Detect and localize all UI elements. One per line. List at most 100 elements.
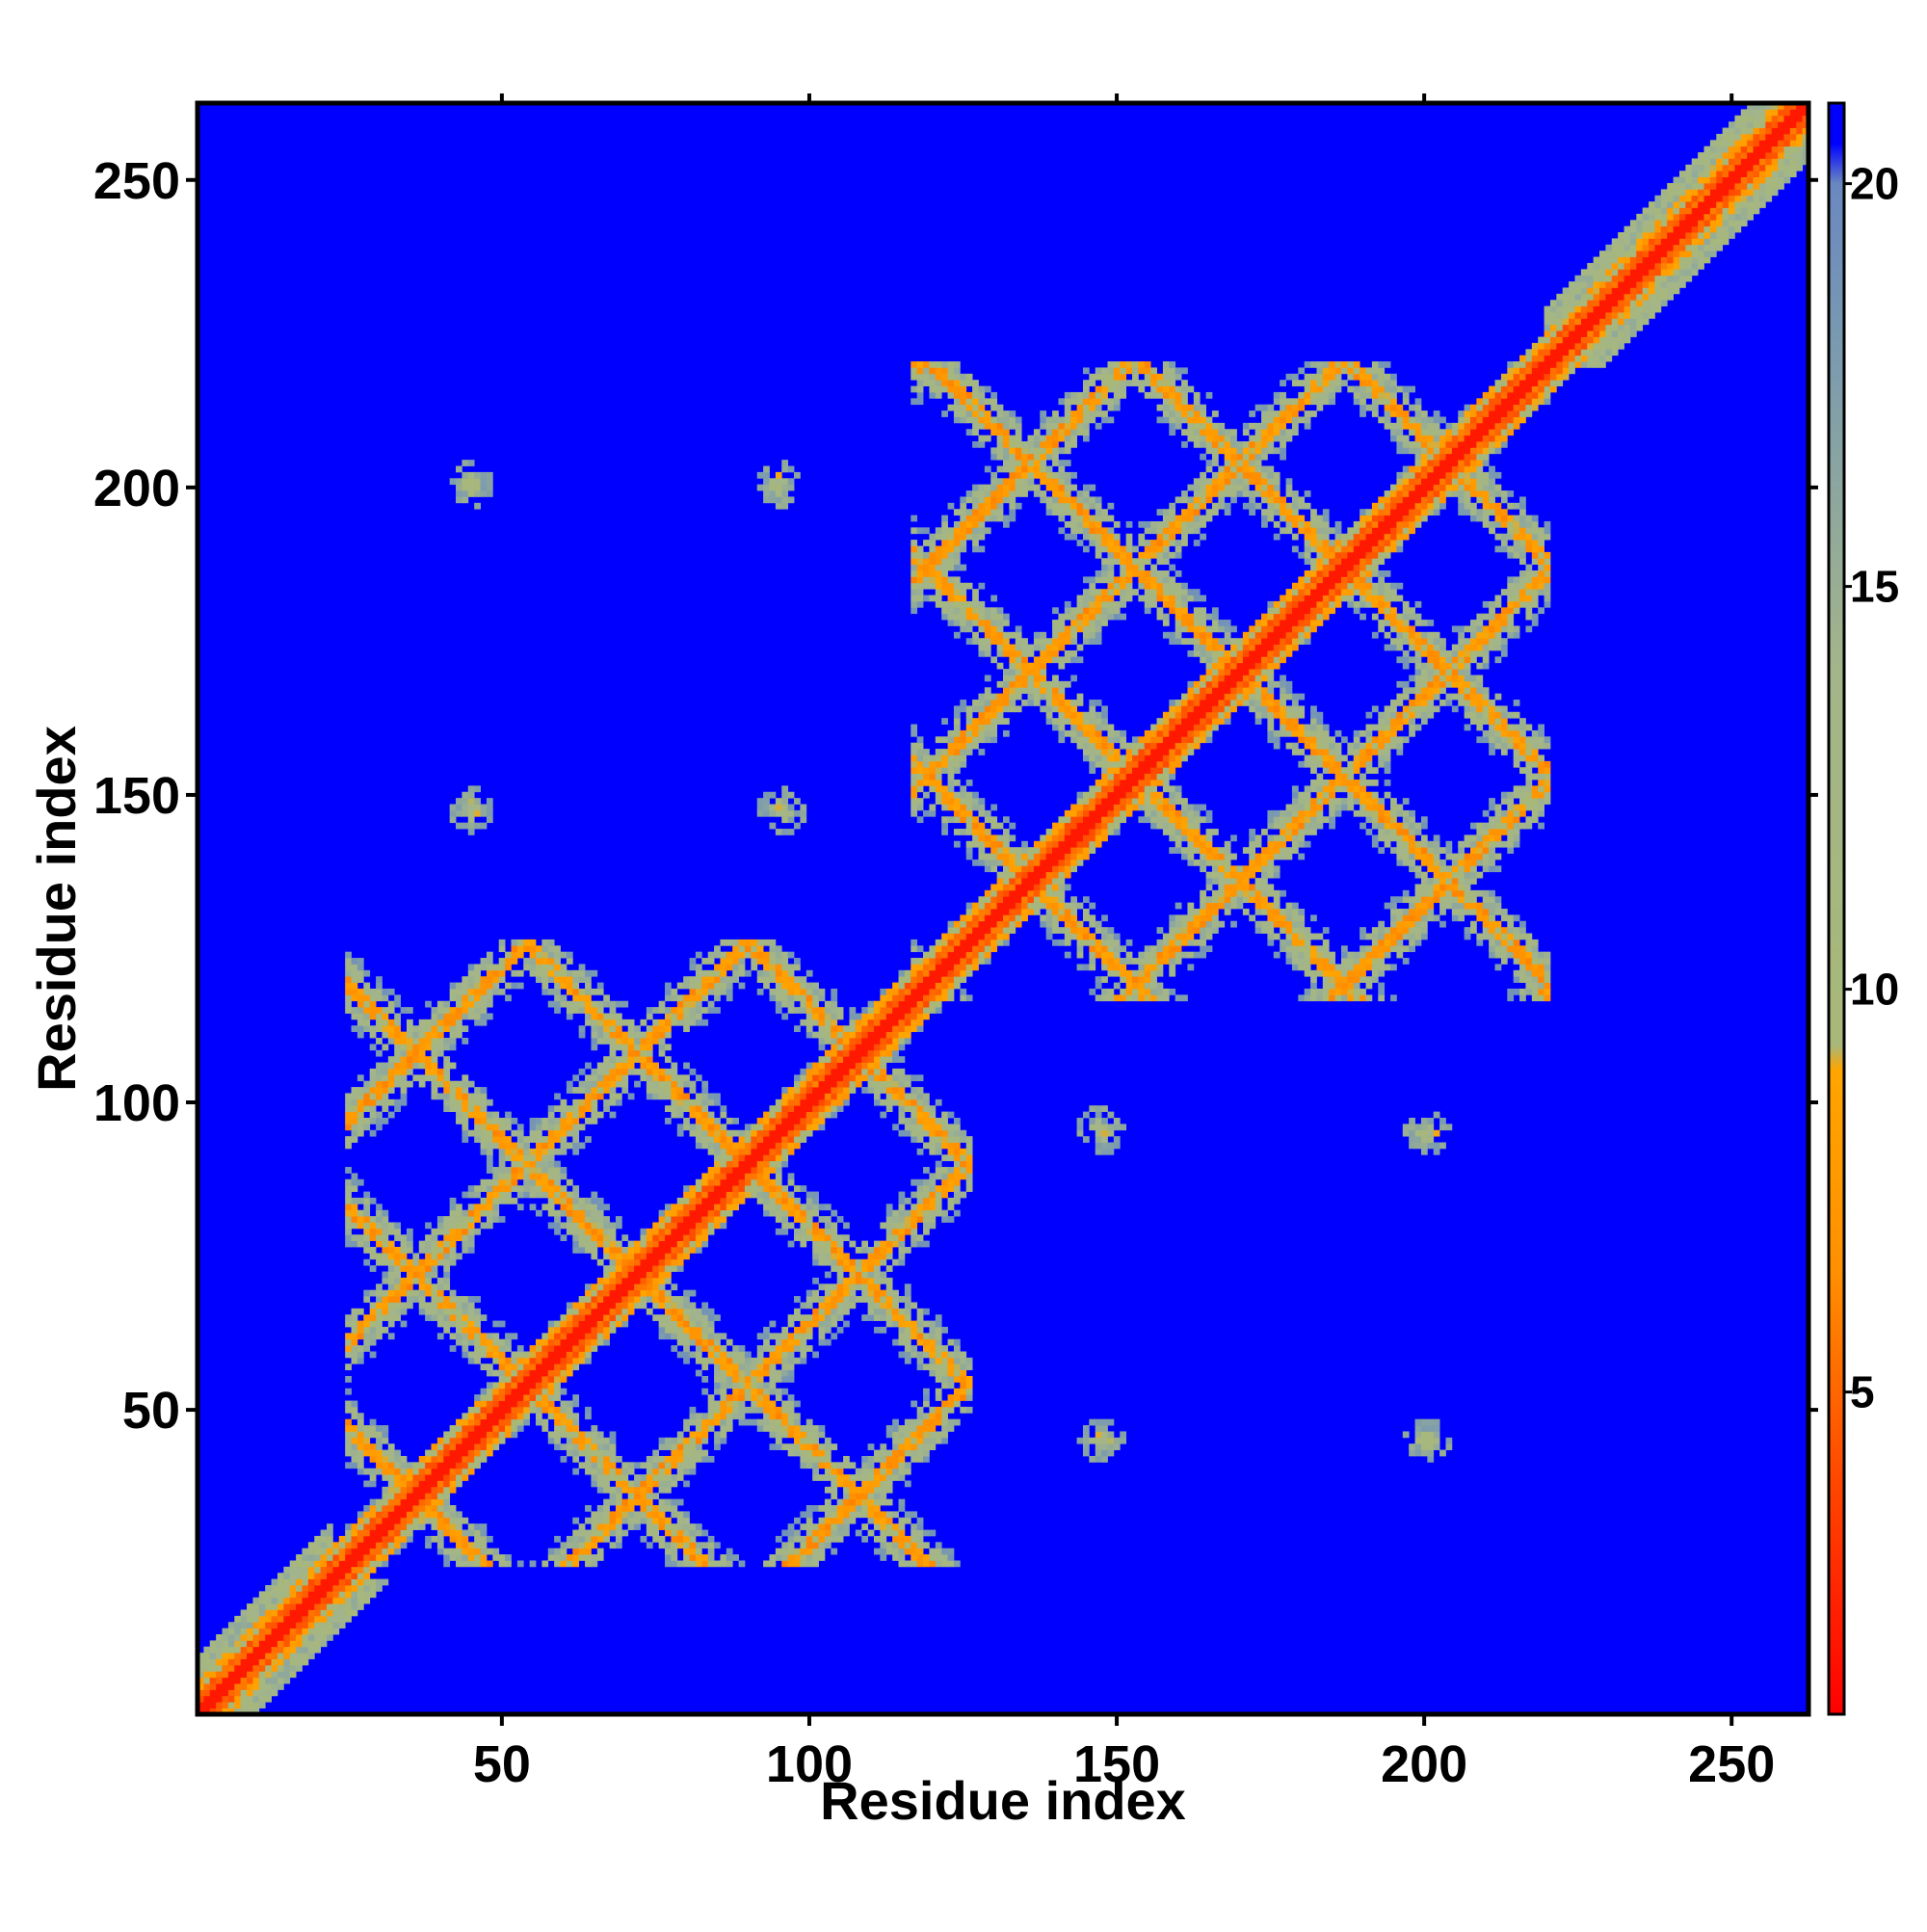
heatmap-cell — [449, 1449, 457, 1457]
heatmap-cell — [916, 1326, 924, 1334]
heatmap-cell — [885, 1098, 893, 1106]
heatmap-cell — [911, 767, 918, 774]
heatmap-cell — [923, 1431, 930, 1439]
heatmap-cell — [836, 1068, 844, 1075]
heatmap-cell — [283, 1578, 291, 1586]
heatmap-cell — [892, 1548, 899, 1555]
heatmap-cell — [720, 964, 727, 971]
heatmap-cell — [474, 804, 481, 811]
heatmap-cell — [394, 1105, 401, 1112]
heatmap-cell — [351, 1578, 358, 1586]
heatmap-cell — [726, 1413, 733, 1420]
heatmap-cell — [585, 1413, 592, 1420]
heatmap-cell — [911, 1234, 918, 1242]
heatmap-cell — [436, 1455, 444, 1463]
heatmap-cell — [885, 1240, 893, 1248]
heatmap-cell — [554, 1209, 561, 1217]
heatmap-cell — [781, 1160, 789, 1168]
heatmap-cell — [394, 1455, 401, 1463]
heatmap-cell — [474, 1228, 481, 1235]
heatmap-cell — [634, 1253, 641, 1260]
heatmap-cell — [418, 1258, 426, 1266]
heatmap-cell — [855, 1038, 862, 1045]
heatmap-cell — [738, 939, 746, 946]
heatmap-cell — [640, 1062, 647, 1070]
heatmap-cell — [443, 1314, 451, 1321]
heatmap-cell — [640, 1498, 647, 1506]
heatmap-cell — [916, 1363, 924, 1371]
heatmap-cell — [603, 1019, 610, 1026]
heatmap-cell — [467, 1529, 475, 1537]
heatmap-cell — [511, 1167, 518, 1174]
heatmap-cell — [683, 1000, 690, 1008]
heatmap-cell — [640, 1056, 647, 1063]
heatmap-cell — [763, 1178, 770, 1186]
heatmap-cell — [529, 1167, 537, 1174]
heatmap-cell — [787, 1197, 795, 1204]
heatmap-cell — [369, 1511, 377, 1519]
heatmap-cell — [904, 1535, 911, 1543]
heatmap-cell — [714, 1160, 721, 1168]
heatmap-cell — [351, 1400, 358, 1408]
heatmap-cell — [916, 1148, 924, 1155]
heatmap-cell — [603, 1296, 610, 1303]
heatmap-cell — [572, 1529, 580, 1537]
heatmap-cell — [400, 1087, 408, 1094]
heatmap-cell — [824, 1326, 832, 1334]
heatmap-cell — [885, 1449, 893, 1457]
heatmap-cell — [480, 1204, 488, 1211]
heatmap-cell — [596, 1080, 604, 1088]
heatmap-cell — [646, 1523, 653, 1530]
heatmap-cell — [523, 1388, 531, 1395]
heatmap-cell — [775, 1160, 782, 1168]
heatmap-cell — [873, 1455, 881, 1463]
heatmap-cell — [356, 958, 364, 965]
heatmap-cell — [345, 994, 352, 1002]
heatmap-cell — [271, 1603, 278, 1610]
heatmap-cell — [794, 1535, 801, 1543]
heatmap-cells — [198, 103, 1809, 1715]
heatmap-cell — [849, 1240, 857, 1248]
heatmap-cell — [714, 988, 721, 995]
heatmap-cell — [425, 1068, 432, 1075]
heatmap-cell — [756, 1351, 764, 1359]
heatmap-cell — [812, 982, 819, 990]
heatmap-cell — [794, 1338, 801, 1346]
heatmap-cell — [676, 1216, 684, 1223]
heatmap-cell — [492, 1333, 500, 1340]
heatmap-cell — [726, 982, 733, 990]
heatmap-cell — [880, 1025, 887, 1033]
heatmap-cell — [387, 1468, 395, 1475]
heatmap-cell — [714, 1197, 721, 1204]
heatmap-cell — [646, 1031, 653, 1039]
heatmap-cell — [467, 1007, 475, 1014]
heatmap-cell — [578, 1296, 586, 1303]
heatmap-cell — [873, 1038, 881, 1045]
heatmap-cell — [216, 1664, 223, 1672]
heatmap-cell — [474, 1529, 481, 1537]
heatmap-cell — [227, 1677, 235, 1684]
heatmap-cell — [480, 1535, 488, 1543]
heatmap-cell — [640, 1074, 647, 1082]
heatmap-cell — [547, 1400, 555, 1408]
heatmap-cell — [873, 1025, 881, 1033]
heatmap-cell — [738, 958, 746, 965]
heatmap-cell — [707, 1320, 715, 1328]
heatmap-cell — [911, 1431, 918, 1439]
heatmap-cell — [296, 1622, 303, 1629]
heatmap-cell — [812, 1222, 819, 1230]
heatmap-cell — [480, 1400, 488, 1408]
heatmap-cell — [216, 1658, 223, 1666]
heatmap-cell — [676, 1222, 684, 1230]
heatmap-cell — [547, 1338, 555, 1346]
heatmap-cell — [498, 1418, 506, 1426]
heatmap-cell — [695, 1369, 702, 1377]
heatmap-cell — [849, 1505, 857, 1512]
heatmap-cell — [394, 1222, 401, 1230]
heatmap-cell — [474, 1320, 481, 1328]
heatmap-cell — [462, 1093, 469, 1100]
heatmap-cell — [923, 1308, 930, 1315]
heatmap-cell — [603, 1222, 610, 1230]
heatmap-cell — [394, 1314, 401, 1321]
heatmap-cell — [763, 982, 770, 990]
